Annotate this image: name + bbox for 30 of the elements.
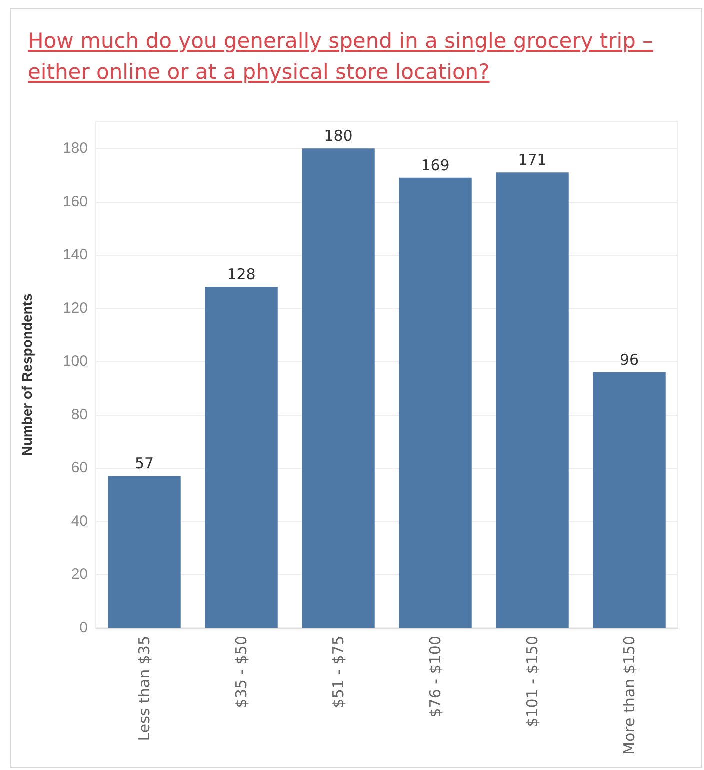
y-tick-label: 120 bbox=[62, 300, 88, 317]
bar bbox=[399, 178, 472, 628]
bar bbox=[593, 372, 666, 628]
data-label: 128 bbox=[227, 266, 256, 284]
bar bbox=[302, 148, 375, 628]
bar bbox=[205, 287, 278, 628]
data-label: 171 bbox=[518, 151, 547, 170]
y-tick-label: 60 bbox=[71, 460, 88, 477]
data-label: 96 bbox=[620, 350, 640, 369]
y-tick-label: 20 bbox=[71, 566, 88, 584]
y-tick-label: 40 bbox=[71, 512, 88, 530]
y-tick-label: 100 bbox=[62, 353, 88, 370]
x-tick-label: Less than $35 bbox=[136, 636, 154, 742]
x-tick-label: $51 - $75 bbox=[330, 636, 348, 708]
x-tick-label: More than $150 bbox=[620, 636, 638, 755]
y-tick-label: 140 bbox=[62, 246, 88, 264]
y-tick-label: 80 bbox=[71, 406, 88, 424]
chart-title: How much do you generally spend in a single grocery trip – either online or at a physical store location? bbox=[28, 28, 654, 86]
x-tick-label: $76 - $100 bbox=[426, 636, 444, 718]
bar bbox=[108, 476, 181, 628]
y-tick-label: 0 bbox=[80, 620, 88, 636]
y-tick-label: 160 bbox=[62, 193, 88, 210]
x-tick-label: $35 - $50 bbox=[232, 636, 250, 708]
y-tick-label: 180 bbox=[62, 140, 88, 158]
data-label: 169 bbox=[421, 156, 450, 174]
data-label: 180 bbox=[324, 127, 353, 146]
y-axis-title: Number of Respondents bbox=[19, 294, 35, 456]
x-tick-label: $101 - $150 bbox=[524, 636, 542, 728]
data-label: 57 bbox=[134, 454, 154, 473]
bar bbox=[496, 172, 569, 628]
